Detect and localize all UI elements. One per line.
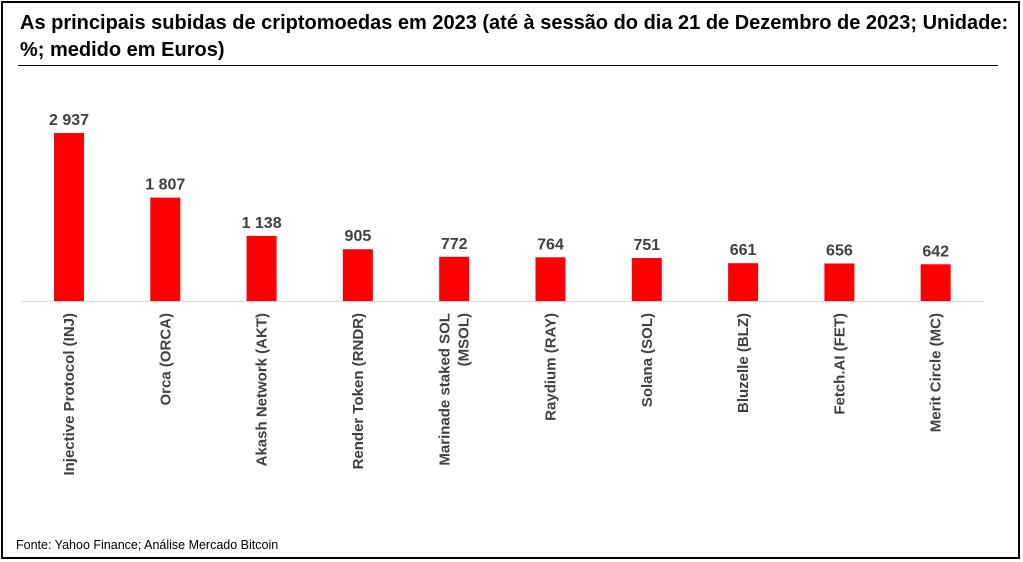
- source-note: Fonte: Yahoo Finance; Análise Mercado Bi…: [16, 538, 279, 552]
- bar: [54, 133, 84, 301]
- bar: [535, 257, 566, 301]
- category-label-line: Bluzelle (BLZ): [735, 313, 752, 413]
- data-label: 1 807: [145, 177, 185, 194]
- bar: [150, 197, 181, 301]
- category-label: Raydium (RAY): [543, 313, 560, 421]
- title-divider: [18, 65, 998, 66]
- bar: [920, 264, 951, 301]
- category-label-line: Render Token (RNDR): [350, 313, 367, 469]
- category-label: Fetch.AI (FET): [831, 313, 848, 415]
- bar: [246, 235, 277, 301]
- chart-title: As principais subidas de criptomoedas em…: [20, 12, 1009, 61]
- data-label: 905: [345, 228, 372, 245]
- category-label-line: Orca (ORCA): [157, 313, 174, 406]
- data-label: 661: [730, 242, 757, 259]
- category-label-line: Akash Network (AKT): [254, 313, 271, 466]
- data-label: 1 138: [242, 215, 282, 232]
- category-label: Render Token (RNDR): [350, 313, 367, 469]
- data-label: 2 937: [49, 112, 89, 129]
- category-label-line: Marinade staked SOL: [437, 313, 454, 466]
- category-label: Bluzelle (BLZ): [735, 313, 752, 413]
- bar: [439, 256, 470, 301]
- bar: [824, 263, 855, 301]
- data-label: 751: [633, 237, 660, 254]
- category-label-line: Raydium (RAY): [543, 313, 560, 421]
- category-label-line: Fetch.AI (FET): [831, 313, 848, 415]
- category-label-line: Solana (SOL): [639, 313, 656, 407]
- bar: [342, 249, 373, 301]
- bar: [728, 263, 759, 301]
- data-label: 642: [922, 243, 949, 260]
- data-label: 656: [826, 242, 853, 259]
- data-label: 772: [441, 236, 468, 253]
- category-label: Solana (SOL): [639, 313, 656, 407]
- category-label-line: Injective Protocol (INJ): [61, 313, 78, 476]
- category-label: Marinade staked SOL (MSOL): [437, 313, 473, 466]
- category-label-line: (MSOL): [456, 313, 473, 366]
- category-label: Merit Circle (MC): [928, 313, 945, 432]
- category-label-line: Merit Circle (MC): [928, 313, 945, 432]
- category-label: Akash Network (AKT): [254, 313, 271, 466]
- category-label: Injective Protocol (INJ): [61, 313, 78, 476]
- bar: [631, 258, 662, 301]
- category-label: Orca (ORCA): [157, 313, 174, 406]
- data-label: 764: [537, 236, 564, 253]
